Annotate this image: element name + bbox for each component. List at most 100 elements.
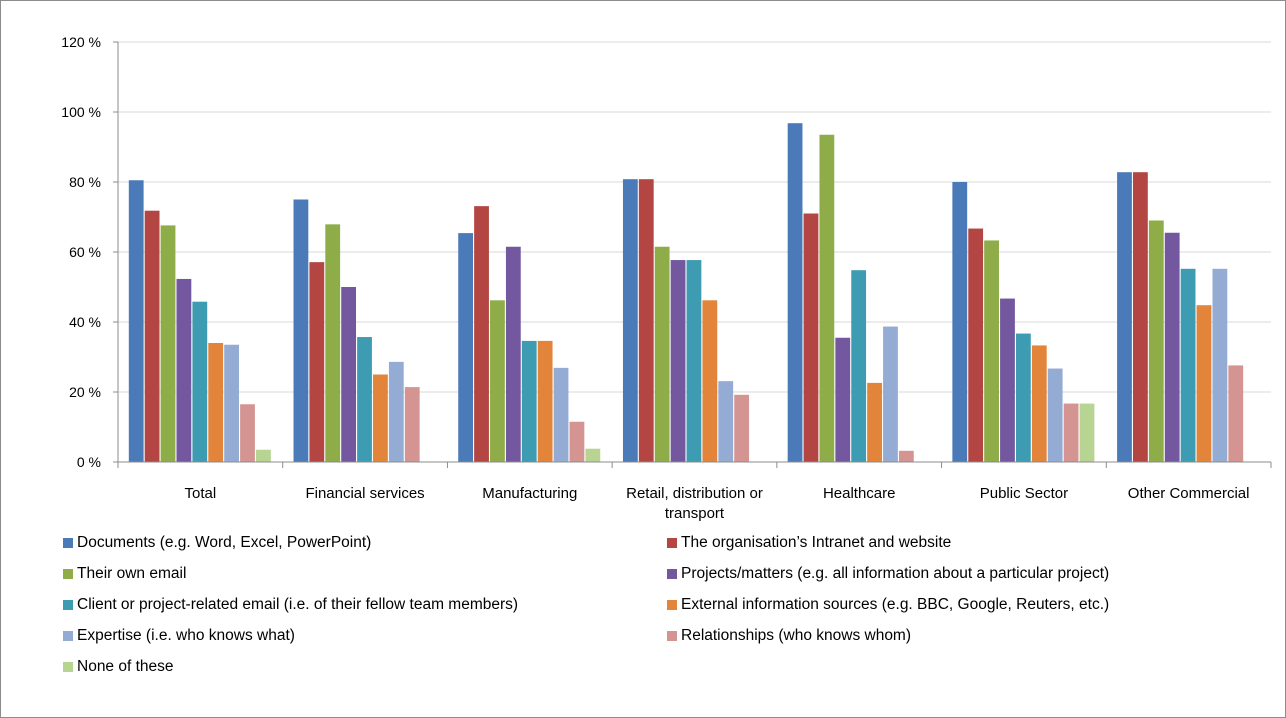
bar [686,260,702,462]
legend-label: Projects/matters (e.g. all information a… [681,565,1110,582]
bar [1000,298,1015,462]
bar [256,449,271,462]
bar [192,301,208,462]
bar [505,246,521,462]
x-category-label: Healthcare [823,485,896,502]
x-axis-category-labels: Total Financial services Manufacturing Reta… [185,485,1250,522]
legend-swatch [63,569,73,579]
bar [521,340,537,462]
legend-label: Client or project-related email (i.e. of… [77,596,519,613]
legend-label: The organisation’s Intranet and website [681,534,952,551]
y-tick-label: 60 % [69,244,101,260]
bar [1228,365,1244,462]
bar [490,300,505,462]
legend-item: External information sources (e.g. BBC, … [667,596,1109,614]
bar [1180,268,1196,462]
legend-item: None of these [63,658,174,676]
bar [160,225,176,462]
bar [208,343,224,462]
bar [373,374,388,462]
bar [851,270,867,462]
y-tick-label: 20 % [69,384,101,400]
legend-swatch [667,569,677,579]
legend-item: Documents (e.g. Word, Excel, PowerPoint) [63,534,371,552]
legend-item: Relationships (who knows whom) [667,627,911,645]
bar-chart: 0 % 20 % 40 % 60 % 80 % 100 % 120 % Total Finan… [61,34,1272,522]
bar [835,337,851,462]
bar [670,260,686,462]
legend-label: Their own email [77,565,187,582]
bar [883,326,898,462]
legend-label: Relationships (who knows whom) [681,627,912,644]
bar [984,240,999,462]
bar [1031,345,1047,462]
bar [867,382,882,462]
y-tick-label: 0 % [77,454,101,470]
bar [1047,368,1063,462]
bar [585,448,601,462]
legend-label: Documents (e.g. Word, Excel, PowerPoint) [77,534,372,551]
x-category-label: Retail, distribution or transport [626,485,763,522]
bar [718,381,734,462]
bar [474,206,489,462]
bar [654,246,670,462]
legend-item: Projects/matters (e.g. all information a… [667,565,1109,583]
bar [404,387,420,462]
legend-swatch [667,538,677,548]
legend-item: Client or project-related email (i.e. of… [63,596,518,614]
bar [309,262,325,462]
x-category-label: Other Commercial [1128,485,1250,502]
legend-swatch [63,662,73,672]
bar [952,182,968,462]
bar [553,367,569,462]
bar [787,123,803,462]
y-axis-tick-labels: 0 % 20 % 40 % 60 % 80 % 100 % 120 % [61,34,101,470]
legend-swatch [63,600,73,610]
bar [1117,172,1132,462]
axes [117,42,1272,468]
bar [224,344,240,462]
bar [1148,220,1164,462]
y-tick-label: 120 % [61,34,101,50]
bar [357,337,372,462]
bar [638,179,654,462]
legend-swatch [667,600,677,610]
y-tick-label: 40 % [69,314,101,330]
bar [341,287,357,462]
legend-item: The organisation’s Intranet and website [667,534,951,552]
bar [1132,172,1148,462]
x-category-label: Financial services [305,485,424,502]
bar [1079,403,1095,462]
y-tick-label: 80 % [69,174,101,190]
bar [968,228,984,462]
legend-label: External information sources (e.g. BBC, … [681,596,1110,613]
bar [702,300,718,462]
bar [734,394,750,462]
bar [1196,305,1212,462]
bar [1164,232,1180,462]
bar [1063,403,1079,462]
legend-label: Expertise (i.e. who knows what) [77,627,295,644]
bar [803,213,819,462]
bar [898,450,914,462]
bar [176,278,192,462]
bar [569,421,585,462]
bar [622,179,638,462]
bar [144,210,160,462]
legend-label: None of these [77,658,174,675]
bar [537,340,553,462]
bar [1212,268,1228,462]
bars [128,123,1244,462]
legend-swatch [63,538,73,548]
bar [293,199,309,462]
legend-item: Expertise (i.e. who knows what) [63,627,295,645]
bar [240,404,255,462]
y-tick-label: 100 % [61,104,101,120]
legend-item: Their own email [63,565,186,583]
bar [128,180,144,462]
bar [458,233,474,462]
bar [388,361,404,462]
legend-swatch [63,631,73,641]
bar [819,134,835,462]
